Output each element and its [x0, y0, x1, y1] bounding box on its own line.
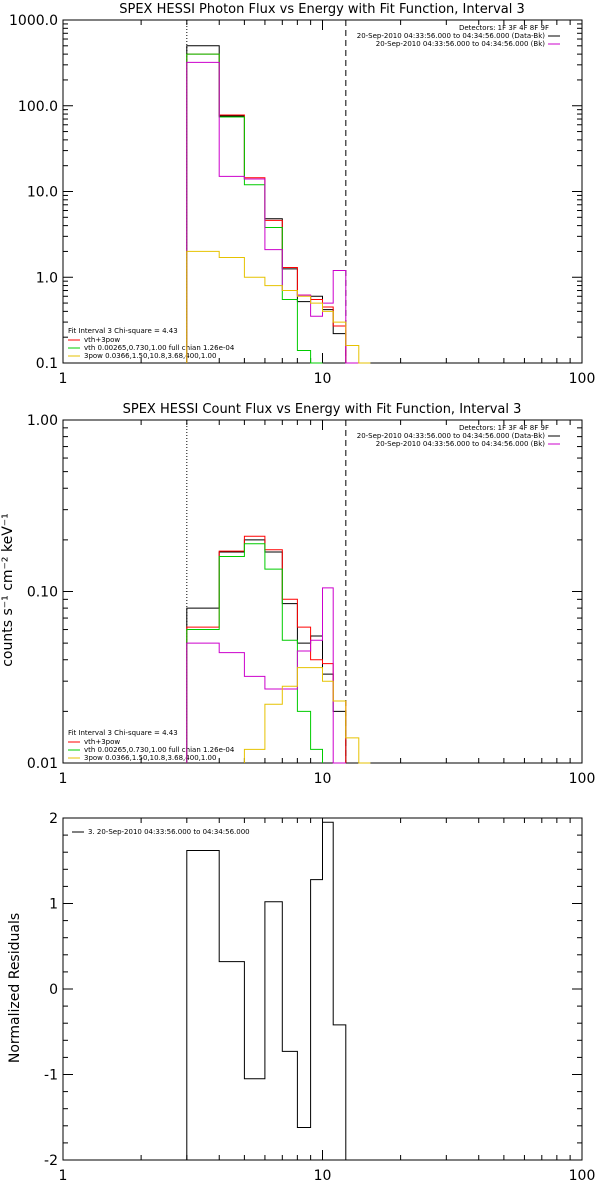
count-legend-total-label: vth+3pow	[84, 738, 120, 746]
photon-xtick-label: 1	[59, 371, 68, 387]
residuals-legend: 3. 20-Sep-2010 04:33:56.000 to 04:34:56.…	[72, 828, 250, 836]
residuals-ylabel: Normalized Residuals	[7, 913, 23, 1063]
photon-fit-chisq: Fit Interval 3 Chi-square = 4.43	[68, 327, 178, 335]
count-legend-3pow-label: 3pow 0.0366,1.50,10.8,3.68,400,1.00	[84, 754, 216, 762]
photon-legend-3pow: 3pow 0.0366,1.50,10.8,3.68,400,1.00	[68, 352, 216, 360]
count-xtick-label: 10	[314, 771, 332, 787]
residuals-ytick-label: 2	[49, 811, 58, 827]
count-series-1	[186, 535, 347, 763]
residuals-ytick-label: -2	[44, 1153, 58, 1169]
count-flux-panel: SPEX HESSI Count Flux vs Energy with Fit…	[0, 402, 560, 762]
photon-legend-total-label: vth+3pow	[84, 336, 120, 344]
count-detectors-text: Detectors: 1F 3F 4F 8F 9F	[459, 424, 549, 432]
count-legend-3pow: 3pow 0.0366,1.50,10.8,3.68,400,1.00	[68, 754, 216, 762]
count-xtick-label: 100	[569, 771, 596, 787]
photon-ytick-label: 10.0	[27, 185, 58, 201]
residuals-legend-label: 3. 20-Sep-2010 04:33:56.000 to 04:34:56.…	[88, 828, 250, 836]
photon-series-4	[186, 250, 371, 364]
count-fit-chisq: Fit Interval 3 Chi-square = 4.43	[68, 729, 178, 737]
photon-xtick-label: 100	[569, 371, 596, 387]
count-legend-bk-label: 20-Sep-2010 04:33:56.000 to 04:34:56.000…	[376, 440, 546, 448]
photon-legend-bk: 20-Sep-2010 04:33:56.000 to 04:34:56.000…	[376, 40, 560, 48]
count-legend-data: 20-Sep-2010 04:33:56.000 to 04:34:56.000…	[357, 432, 560, 440]
count-legend-vth: vth 0.00265,0.730,1.00 full chian 1.26e-…	[68, 746, 235, 754]
count-ytick-label: 1.00	[27, 413, 58, 429]
photon-legend-3pow-label: 3pow 0.0366,1.50,10.8,3.68,400,1.00	[84, 352, 216, 360]
photon-ytick-label: 100.0	[18, 99, 58, 115]
photon-ytick-label: 1.0	[36, 270, 58, 286]
photon-legend-total: vth+3pow	[68, 336, 120, 344]
count-legend-total: vth+3pow	[68, 738, 120, 746]
photon-xtick-label: 10	[314, 371, 332, 387]
residuals-ytick-label: 0	[49, 982, 58, 998]
photon-series-1	[186, 53, 347, 363]
residuals-panel: Normalized Residuals 3. 20-Sep-2010 04:3…	[7, 828, 250, 1063]
residuals-ytick-label: 1	[49, 897, 58, 913]
photon-legend-data-label: 20-Sep-2010 04:33:56.000 to 04:34:56.000…	[357, 32, 546, 40]
count-flux-title: SPEX HESSI Count Flux vs Energy with Fit…	[123, 402, 522, 417]
count-ytick-label: 0.10	[27, 585, 58, 601]
count-legend-bk: 20-Sep-2010 04:33:56.000 to 04:34:56.000…	[376, 440, 560, 448]
residuals-xtick-label: 10	[314, 1168, 332, 1184]
count-series-3	[186, 587, 346, 764]
photon-legend-vth: vth 0.00265,0.730,1.00 full chian 1.26e-…	[68, 344, 235, 352]
count-ylabel: counts s⁻¹ cm⁻² keV⁻¹	[0, 513, 16, 667]
count-ytick-label: 0.01	[27, 756, 58, 772]
residuals-xtick-label: 100	[569, 1168, 596, 1184]
count-series-2	[186, 543, 323, 763]
count-xtick-label: 1	[59, 771, 68, 787]
count-legend-vth-label: vth 0.00265,0.730,1.00 full chian 1.26e-…	[84, 746, 235, 754]
photon-ytick-label: 1000.0	[9, 13, 58, 29]
count-series-0	[186, 539, 347, 763]
count-legend-data-label: 20-Sep-2010 04:33:56.000 to 04:34:56.000…	[357, 432, 546, 440]
photon-series-0	[186, 45, 347, 363]
photon-legend-data: 20-Sep-2010 04:33:56.000 to 04:34:56.000…	[357, 32, 560, 40]
photon-legend-vth-label: vth 0.00265,0.730,1.00 full chian 1.26e-…	[84, 344, 235, 352]
residuals-xtick-label: 1	[59, 1168, 68, 1184]
photon-ytick-label: 0.1	[36, 356, 58, 372]
photon-flux-panel: SPEX HESSI Photon Flux vs Energy with Fi…	[68, 2, 560, 360]
residuals-series-0	[186, 821, 347, 1160]
photon-legend-bk-label: 20-Sep-2010 04:33:56.000 to 04:34:56.000…	[376, 40, 546, 48]
photon-flux-title: SPEX HESSI Photon Flux vs Energy with Fi…	[119, 2, 525, 17]
residuals-ytick-label: -1	[44, 1068, 58, 1084]
photon-detectors-text: Detectors: 1F 3F 4F 8F 9F	[459, 24, 549, 32]
count-series-4	[243, 667, 371, 764]
